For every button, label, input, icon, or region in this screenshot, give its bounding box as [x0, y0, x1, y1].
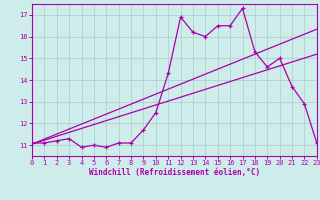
X-axis label: Windchill (Refroidissement éolien,°C): Windchill (Refroidissement éolien,°C)	[89, 168, 260, 177]
